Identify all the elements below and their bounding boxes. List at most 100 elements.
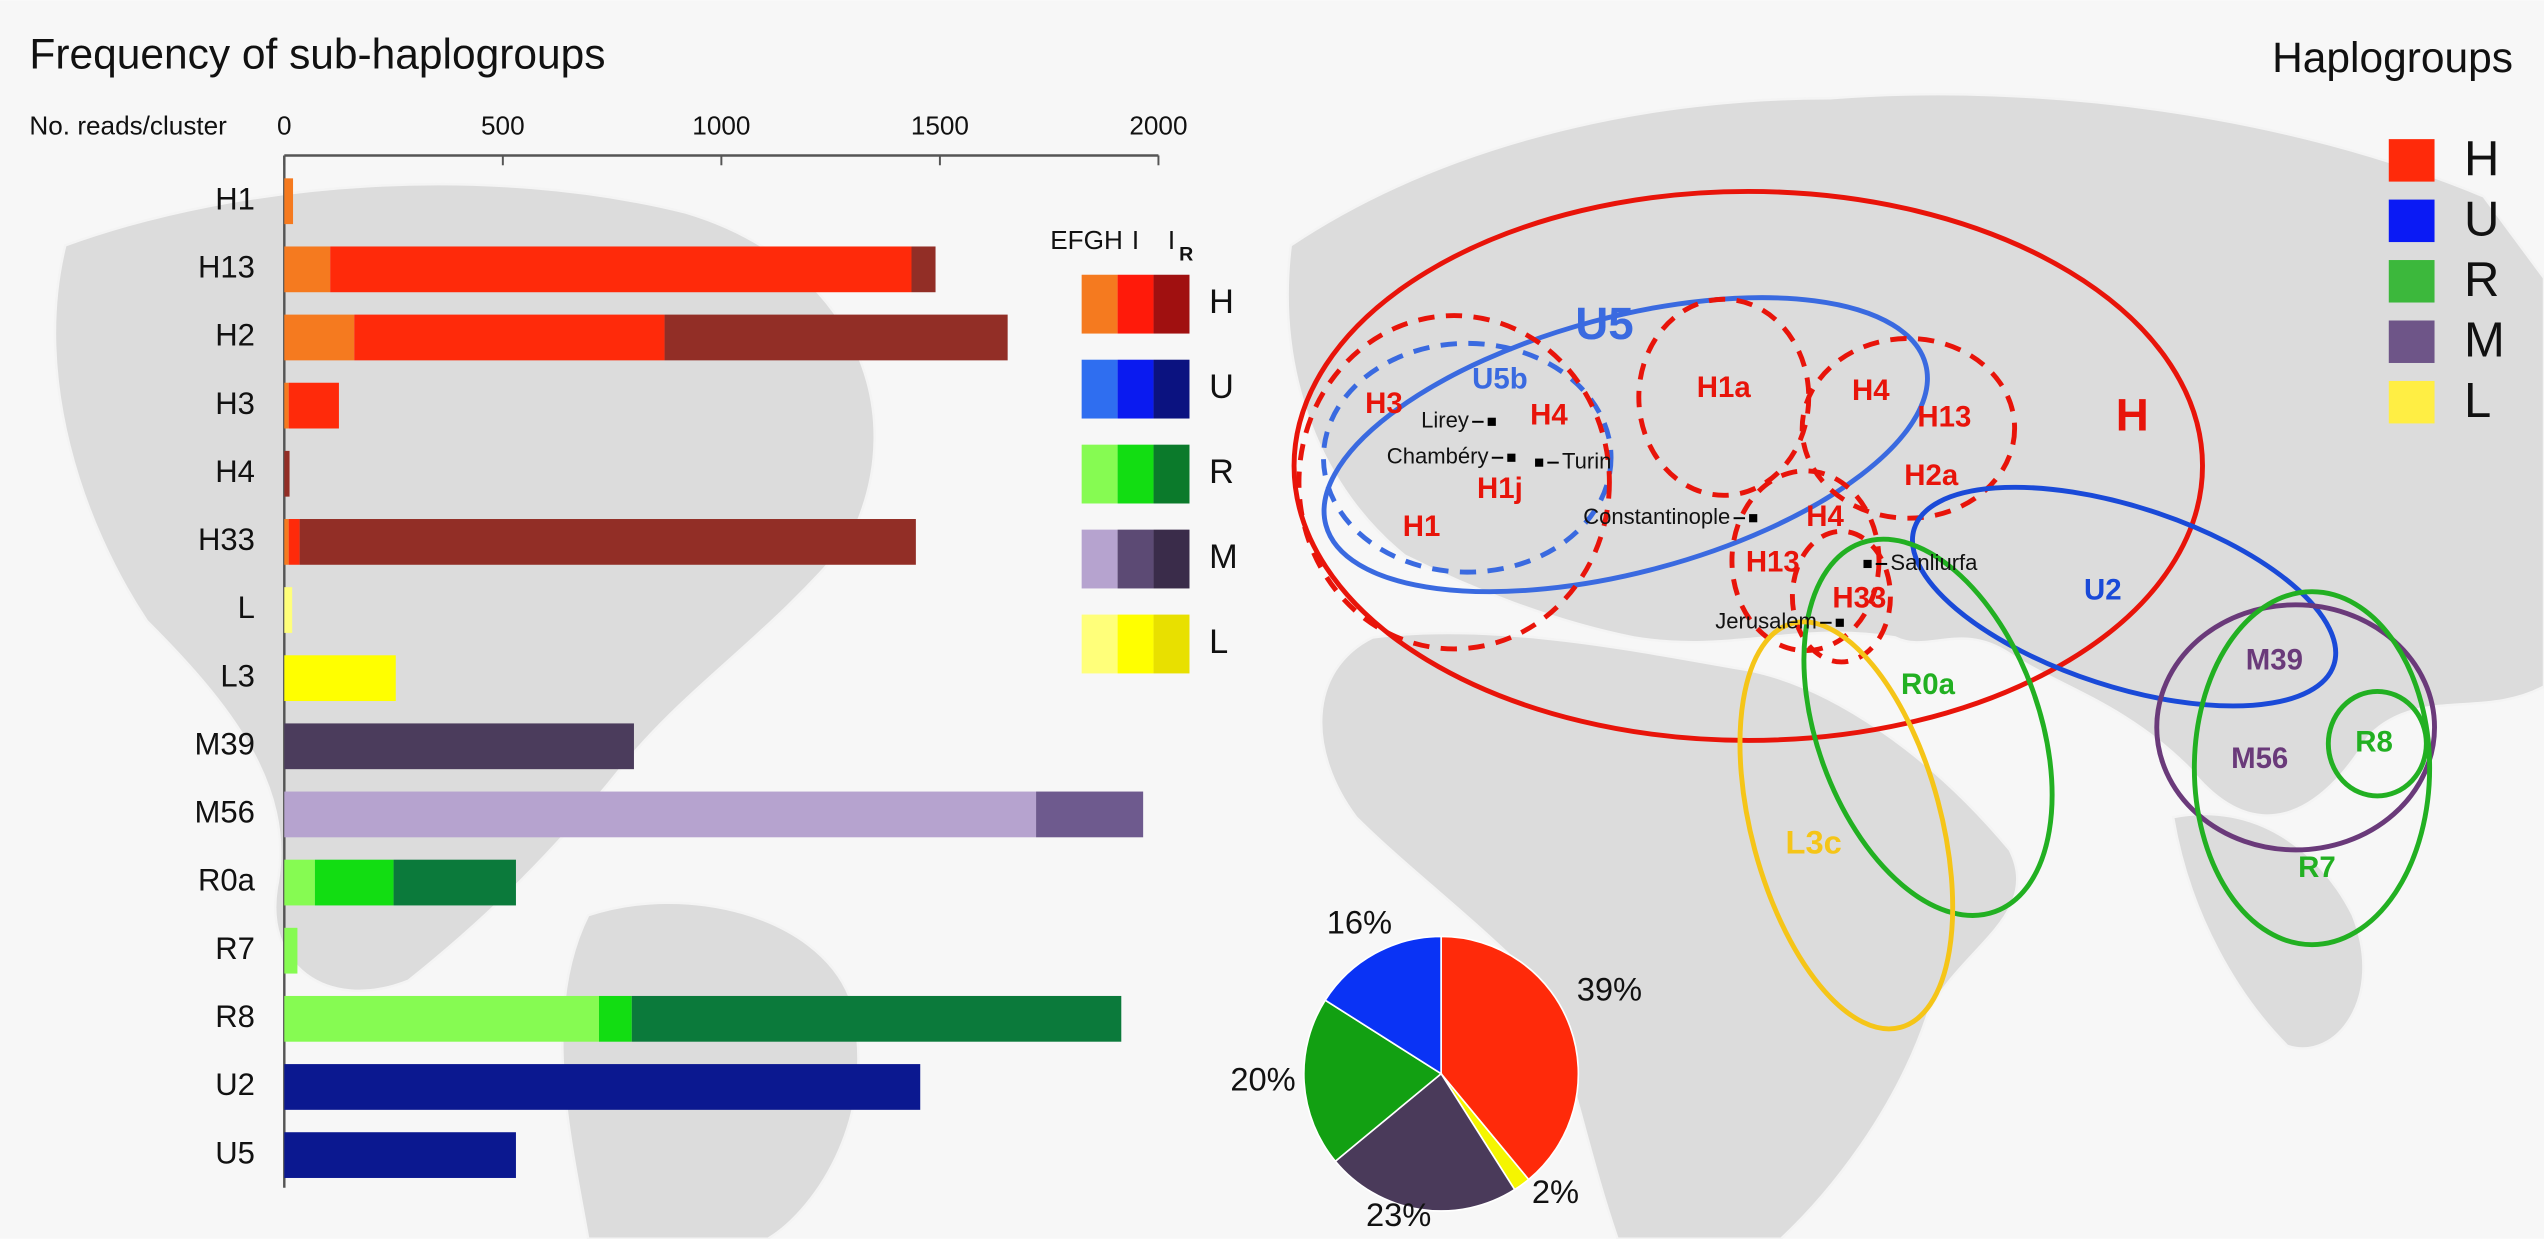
legend-swatch	[1117, 614, 1154, 674]
x-tick-label: 0	[277, 111, 292, 141]
city-label: Constantinople	[1583, 504, 1730, 529]
legend-swatch	[1153, 274, 1190, 334]
chart-title: Frequency of sub-haplogroups	[29, 32, 605, 79]
y-tick-label: U2	[215, 1067, 255, 1102]
pie-slice	[1303, 999, 1443, 1163]
bar-segment	[299, 519, 916, 565]
region-label: R0a	[1901, 668, 1956, 701]
y-tick-label: R7	[215, 931, 255, 966]
region-label: H13	[1917, 400, 1971, 433]
legend-swatch	[1153, 529, 1190, 589]
region-label: H2a	[1904, 459, 1959, 492]
y-tick-label: H1	[215, 181, 255, 216]
pie-label: 20%	[1230, 1061, 1295, 1098]
region-label: M39	[2246, 644, 2303, 677]
legend-swatch	[2388, 320, 2435, 363]
legend-label: L	[1209, 623, 1228, 661]
x-tick-label: 1500	[911, 111, 969, 141]
legend-label: M	[2464, 313, 2505, 367]
y-tick-label: M56	[195, 795, 255, 830]
legend-swatch	[1081, 359, 1118, 419]
legend-header: I	[1168, 225, 1175, 255]
bar-segment	[284, 859, 315, 906]
bar-segment	[664, 314, 1008, 361]
legend-swatch	[1117, 444, 1154, 504]
bar-segment	[284, 723, 634, 770]
region-label: H3	[1365, 387, 1403, 420]
bar-segment	[911, 246, 936, 293]
legend-swatch	[2388, 380, 2435, 424]
region-label: H	[2116, 390, 2149, 441]
bar-segment	[284, 519, 289, 565]
bar-segment	[284, 314, 355, 361]
city-marker	[1487, 417, 1496, 426]
bar-segment	[284, 791, 1037, 838]
bar-segment	[393, 859, 516, 906]
legend-swatch	[1117, 529, 1154, 589]
bar-segment	[284, 178, 294, 225]
city-label: Jerusalem	[1715, 609, 1817, 634]
bar-segment	[284, 587, 293, 633]
legend-label: U	[1209, 368, 1234, 406]
legend-label: L	[2464, 374, 2491, 428]
bar-segment	[284, 995, 599, 1042]
region-label: H1	[1403, 510, 1441, 543]
region-label: H4	[1806, 500, 1844, 533]
legend-swatch	[2388, 139, 2435, 182]
y-tick-label: H13	[198, 250, 255, 285]
legend-swatch	[1081, 274, 1118, 334]
x-tick-label: 500	[481, 111, 525, 141]
bar-segment	[284, 927, 298, 974]
city-marker	[1863, 559, 1872, 569]
city-label: Chambéry	[1387, 444, 1489, 469]
legend-header-subscript: R	[1179, 243, 1193, 265]
bar-segment	[598, 995, 632, 1042]
legend-swatch	[1081, 444, 1118, 504]
region-label: H13	[1746, 546, 1800, 579]
y-tick-label: H4	[215, 454, 255, 489]
y-tick-label: R0a	[198, 863, 256, 898]
city-marker	[1835, 618, 1844, 627]
y-tick-label: H2	[215, 318, 255, 353]
legend-swatch	[2388, 260, 2435, 303]
region-label: L3c	[1786, 824, 1842, 861]
city-label: Turin	[1562, 448, 1611, 473]
bar-segment	[288, 382, 339, 429]
bar-segment	[284, 1064, 921, 1110]
map-overlays	[1291, 188, 2437, 1032]
legend-label: R	[1209, 453, 1234, 491]
bar-segment	[314, 859, 394, 906]
bar-segment	[288, 519, 300, 565]
pie-label: 2%	[1532, 1173, 1579, 1210]
legend-title: Haplogroups	[2272, 35, 2513, 82]
y-tick-label: H3	[215, 386, 255, 421]
axis-label: No. reads/cluster	[29, 111, 227, 141]
legend-label: M	[1209, 538, 1238, 576]
pie-slice	[1440, 935, 1580, 1181]
legend-header: EFGH	[1050, 225, 1123, 255]
region-label: H4	[1852, 374, 1890, 407]
bar-segment	[284, 246, 331, 293]
y-tick-label: H33	[198, 522, 255, 557]
legend-swatch	[1153, 444, 1190, 504]
y-tick-label: M39	[195, 726, 255, 761]
legend-label: U	[2464, 192, 2499, 246]
region-label: H4	[1530, 399, 1568, 432]
pie-label: 16%	[1327, 904, 1392, 941]
bar-segment	[330, 246, 912, 293]
legend-swatch	[1081, 529, 1118, 589]
bar-segment	[631, 995, 1122, 1042]
bar-segment	[354, 314, 665, 361]
bar-segment	[284, 382, 289, 429]
region-label: R8	[2355, 725, 2393, 758]
legend-swatch	[1081, 614, 1118, 674]
legend-swatch	[1117, 274, 1154, 334]
y-tick-label: L3	[220, 658, 255, 693]
y-tick-label: U5	[215, 1135, 255, 1170]
region-label: U5	[1575, 298, 1633, 349]
pie-label: 39%	[1577, 971, 1642, 1008]
city-marker	[1507, 453, 1516, 462]
